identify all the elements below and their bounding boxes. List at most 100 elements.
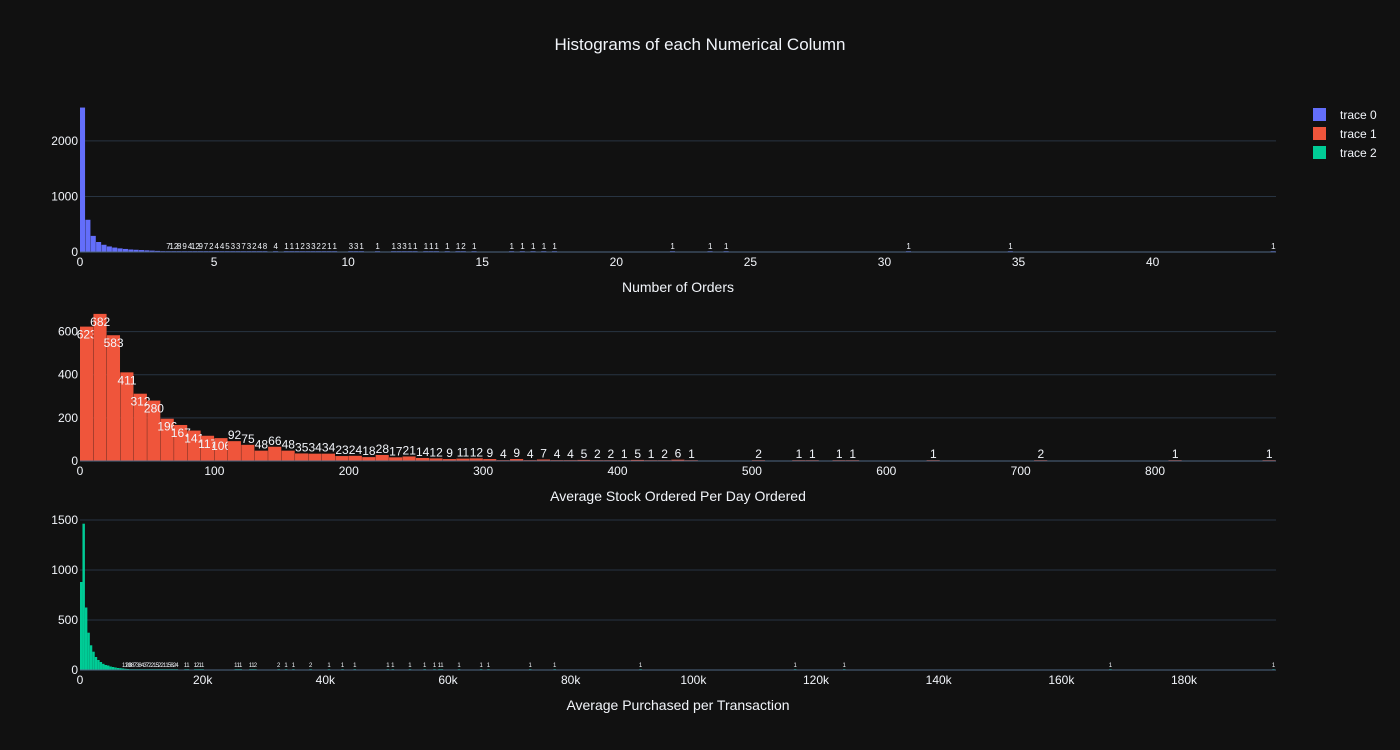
- histogram-bar: [89, 645, 93, 670]
- bar-value-label: 1: [552, 242, 557, 251]
- bar-value-label: 4: [500, 447, 507, 461]
- bar-value-label: 3: [143, 663, 147, 669]
- bar-value-label: 1: [165, 663, 169, 669]
- bar-value-label: 2: [461, 242, 466, 251]
- legend-item-trace-1[interactable]: trace 1: [1313, 127, 1377, 141]
- bar-value-label: 34: [322, 441, 336, 455]
- bar-value-label: 1: [292, 663, 296, 669]
- histogram-bar: [122, 248, 128, 252]
- histogram-bar: [106, 665, 110, 670]
- bar-value-label: 34: [308, 441, 322, 455]
- bar-value-label: 2: [173, 663, 177, 669]
- bar-value-label: 7: [241, 242, 246, 251]
- x-tick-label: 0: [77, 673, 84, 687]
- bar-value-label: 2: [196, 663, 200, 669]
- histogram-bar: [348, 455, 362, 461]
- bar-value-label: 2: [607, 447, 614, 461]
- bar-value-label: 1: [793, 663, 797, 669]
- bar-value-label: 7: [146, 663, 150, 669]
- histogram-bar: [281, 450, 295, 461]
- bar-value-label: 623: [77, 328, 97, 342]
- bar-value-label: 1: [234, 663, 238, 669]
- histogram-bar: [90, 235, 96, 252]
- histogram-bar: [104, 665, 107, 670]
- bar-value-label: 196: [157, 420, 177, 434]
- histogram-bar: [147, 400, 161, 461]
- bar-value-label: 2: [755, 447, 762, 461]
- histogram-bar: [133, 393, 147, 461]
- bar-value-label: 1: [408, 663, 412, 669]
- bar-value-label: 7: [166, 242, 171, 251]
- histogram-bar: [149, 250, 155, 252]
- histogram-bar: [187, 430, 201, 461]
- bar-value-label: 2: [316, 242, 321, 251]
- y-tick-label: 0: [71, 245, 78, 259]
- histogram-bar: [102, 663, 105, 670]
- bar-value-label: 10: [124, 663, 131, 669]
- bar-value-label: 2: [300, 242, 305, 251]
- bar-value-label: 9: [198, 242, 203, 251]
- x-tick-label: 200: [339, 464, 359, 478]
- bar-value-label: 1: [670, 242, 675, 251]
- y-tick-label: 600: [58, 325, 78, 339]
- bar-value-label: 411: [117, 373, 136, 387]
- bar-value-label: 1: [520, 242, 525, 251]
- bar-value-label: 66: [268, 434, 282, 448]
- bar-value-label: 1: [906, 242, 911, 251]
- bar-value-label: 4: [220, 242, 225, 251]
- histogram-bar: [469, 458, 483, 461]
- bar-value-label: 1: [199, 663, 203, 669]
- bar-value-label: 2: [158, 663, 162, 669]
- legend-item-trace-0[interactable]: trace 0: [1313, 108, 1377, 122]
- bar-value-label: 12: [122, 663, 129, 669]
- bar-value-label: 1: [724, 242, 729, 251]
- histogram-bar: [241, 444, 255, 461]
- bar-value-label: 48: [282, 438, 296, 452]
- bar-value-label: 1: [392, 242, 397, 251]
- x-tick-label: 160k: [1048, 673, 1075, 687]
- bar-value-label: 1: [408, 242, 413, 251]
- histogram-bar: [101, 244, 107, 252]
- bar-value-label: 167: [171, 426, 191, 440]
- y-tick-label: 1000: [51, 189, 78, 203]
- x-tick-label: 120k: [803, 673, 830, 687]
- bar-value-label: 3: [231, 242, 236, 251]
- x-tick-label: 10: [341, 255, 355, 269]
- bar-value-label: 3: [354, 242, 359, 251]
- bar-value-label: 4: [274, 242, 279, 251]
- histogram-bar: [630, 459, 645, 461]
- bar-value-label: 1: [479, 663, 483, 669]
- bar-value-label: 4: [257, 242, 262, 251]
- bar-value-label: 3: [236, 242, 241, 251]
- bar-value-label: 3: [402, 242, 407, 251]
- bar-value-label: 1: [434, 242, 439, 251]
- bar-value-label: 23: [335, 443, 349, 457]
- bar-value-label: 3: [247, 242, 252, 251]
- histogram-bar: [124, 668, 127, 670]
- histogram-bar: [268, 446, 282, 461]
- bar-value-label: 1: [423, 663, 427, 669]
- x-tick-label: 30: [878, 255, 892, 269]
- histogram-bar: [671, 459, 685, 461]
- x-tick-label: 25: [744, 255, 758, 269]
- bar-value-label: 5: [168, 663, 172, 669]
- histogram-bar: [111, 667, 115, 670]
- histogram-bar: [510, 459, 524, 461]
- histogram-bar: [227, 441, 241, 461]
- bar-value-label: 28: [376, 442, 390, 456]
- bar-value-label: 1: [194, 663, 198, 669]
- legend-item-trace-2[interactable]: trace 2: [1313, 146, 1377, 160]
- bar-value-label: 7: [540, 446, 547, 460]
- bar-value-label: 1: [531, 242, 536, 251]
- bar-value-label: 5: [634, 447, 641, 461]
- bar-value-label: 5: [581, 447, 588, 461]
- histogram-bar: [121, 668, 125, 670]
- bar-value-label: 4: [141, 663, 145, 669]
- bar-value-label: 8: [170, 663, 174, 669]
- histogram-bar: [85, 219, 91, 252]
- bar-value-label: 2: [309, 663, 313, 669]
- histogram-bar: [109, 666, 112, 670]
- histogram-bar: [483, 459, 497, 461]
- bar-value-label: 1: [153, 663, 157, 669]
